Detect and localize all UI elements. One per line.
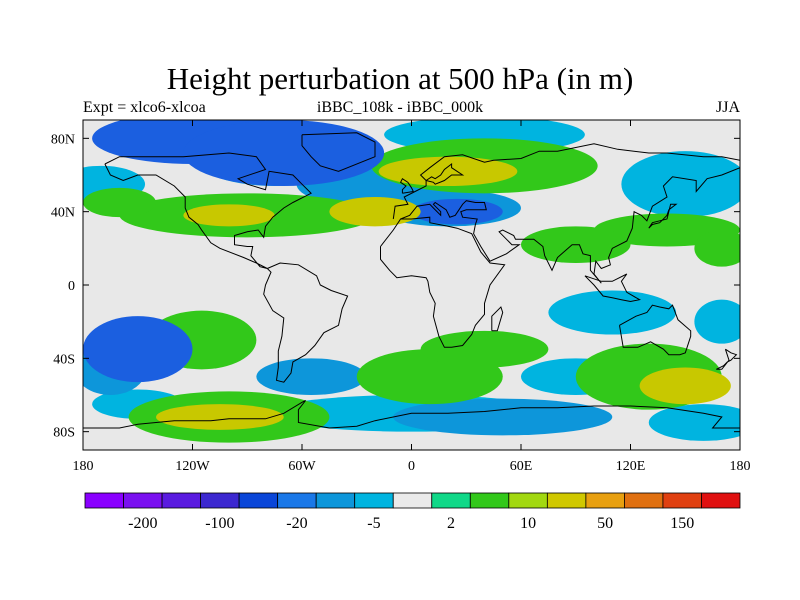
coastline-scandinavia-baltic (425, 162, 465, 185)
x-tick-label: 60E (510, 459, 533, 474)
colorbar-swatch (315, 492, 356, 509)
field-region-pos (694, 230, 740, 267)
colorbar-swatch (508, 492, 548, 509)
coastline-madagascar (491, 306, 504, 332)
colorbar-swatch (200, 492, 240, 509)
coastline-asia-south (400, 167, 740, 284)
season-label: JJA (715, 99, 740, 116)
coastline-north-america (104, 152, 312, 269)
coastline-australia (619, 304, 692, 356)
height-perturbation-field (83, 120, 740, 443)
x-tick-label: 120E (616, 459, 646, 474)
field-region-weak-neg (548, 290, 677, 335)
field-region-neg (393, 398, 613, 436)
coastline-greenland (301, 132, 376, 172)
field-region-strong-pos (378, 156, 518, 186)
colorbar-swatch (84, 492, 124, 509)
colorbar-swatch (469, 492, 510, 509)
coastline-indonesia (584, 273, 642, 303)
colorbar-swatch (662, 492, 702, 509)
comparison-label: iBBC_108k - iBBC_000k (316, 99, 484, 116)
field-region-strong-pos (329, 197, 421, 227)
x-tick-label: 180 (730, 459, 751, 474)
colorbar-swatch (392, 492, 433, 509)
colorbar-label: 150 (670, 515, 694, 532)
colorbar-swatch (624, 492, 664, 509)
experiment-label: Expt = xlco6-xlcoa (83, 99, 206, 116)
colorbar-swatch (123, 492, 163, 509)
field-region-neg (256, 358, 366, 395)
colorbar-swatch (546, 492, 587, 509)
coastline-japan (648, 203, 678, 229)
field-region-strong-pos (639, 367, 731, 405)
field-region-pos (83, 187, 156, 218)
colorbar: -200 -100 -20 -5 2 10 50 150 (84, 492, 741, 532)
colorbar-swatch (701, 492, 741, 509)
field-region-strong-neg (83, 316, 193, 383)
y-tick-label: 80S (53, 426, 75, 441)
colorbar-label: -5 (367, 515, 380, 532)
x-tick-label: 120W (175, 459, 210, 474)
field-region-weak-neg (621, 151, 740, 218)
colorbar-label: 2 (447, 515, 455, 532)
x-tick-label: 180 (73, 459, 94, 474)
x-tick-label: 60W (288, 459, 316, 474)
field-region-pos (420, 330, 549, 368)
colorbar-swatch (431, 492, 471, 509)
y-tick-label: 0 (68, 279, 75, 294)
coastlines (83, 132, 740, 429)
y-tick-label: 40N (51, 206, 75, 221)
field-region-strong-pos (156, 404, 284, 430)
colorbar-swatch (238, 492, 279, 509)
coastline-antarctica (83, 400, 740, 429)
y-tick-label: 40S (53, 352, 75, 367)
coastline-africa (380, 216, 506, 348)
field-region-strong-pos (183, 204, 275, 227)
coastline-new-zealand (716, 348, 738, 370)
colorbar-swatch (585, 492, 625, 509)
axis-ticks: 180 120W 60W 0 60E 120E 180 80N 40N 0 40S 80S (51, 120, 751, 474)
plot-title: Height perturbation at 500 hPa (in m) (166, 61, 634, 96)
field-region-weak-neg (694, 299, 740, 344)
y-tick-label: 80N (51, 132, 75, 147)
colorbar-label: 10 (520, 515, 536, 532)
colorbar-label: 50 (597, 515, 613, 532)
field-region-weak-neg (648, 404, 740, 441)
colorbar-label: -100 (205, 515, 234, 532)
colorbar-swatch (354, 492, 394, 509)
colorbar-swatch (277, 492, 317, 509)
colorbar-swatch (161, 492, 201, 509)
field-region-strong-neg (183, 120, 385, 186)
colorbar-label: -200 (128, 515, 157, 532)
colorbar-label: -20 (286, 515, 307, 532)
coastline-south-america (263, 262, 349, 383)
coastline-eurasia (392, 143, 740, 220)
coastline-british-isles (399, 177, 415, 194)
x-tick-label: 0 (408, 459, 415, 474)
